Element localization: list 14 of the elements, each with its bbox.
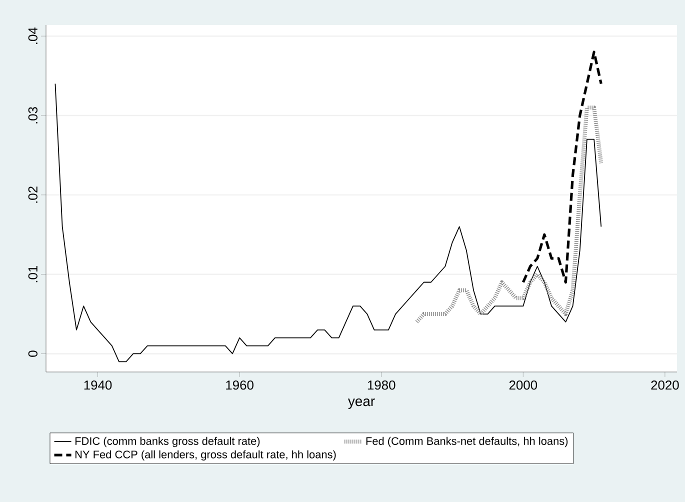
x-tick-label: 2020: [651, 380, 679, 390]
x-axis-title: year: [348, 398, 375, 409]
y-tick-label: .02: [28, 186, 38, 203]
x-tick-label: 2000: [509, 380, 538, 390]
y-tick-label: .01: [28, 266, 38, 282]
legend-label: NY Fed CCP (all lenders, gross default rate, hh loans): [75, 450, 336, 461]
x-tick-label: 1980: [368, 380, 396, 390]
y-tick-label: .03: [28, 107, 38, 124]
y-tick-label: 0: [28, 350, 38, 357]
legend-label: Fed (Comm Banks-net defaults, hh loans): [366, 436, 568, 448]
y-tick-label: .04: [28, 27, 38, 44]
x-tick-label: 1940: [84, 380, 112, 390]
legend-label: FDIC (comm banks gross default rate): [75, 436, 260, 448]
x-tick-label: 1960: [226, 380, 254, 390]
